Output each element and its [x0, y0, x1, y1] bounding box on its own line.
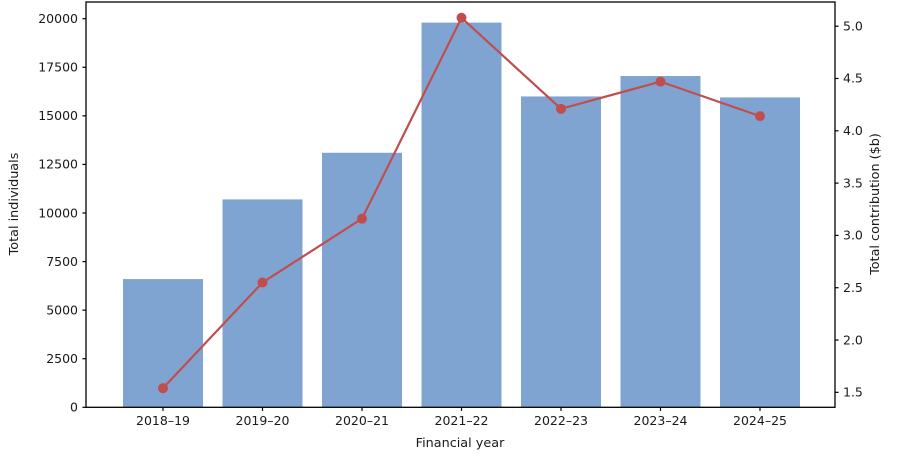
bar-2023–24: [620, 76, 701, 408]
data-point-marker-2020–21: [357, 213, 367, 224]
y-axis-right-tick-label: 5.0: [843, 18, 863, 33]
axes-layer: 0 2500 5000 7500 10000 12500 15000 17500 20000 1.…: [38, 1, 863, 428]
y-axis-left-tick-label: 10000: [38, 205, 78, 220]
y-axis-left-tick-label: 20000: [38, 11, 78, 26]
x-axis-tick-label: 2018–19: [136, 413, 190, 428]
y-axis-left-tick-label: 17500: [38, 60, 78, 75]
y-axis-right-tick-label: 2.0: [843, 332, 863, 347]
bar-2024–25: [720, 97, 800, 408]
y-axis-right-tick-label: 2.5: [843, 280, 863, 295]
bar-2021–22: [421, 22, 502, 408]
bars-layer: [123, 22, 800, 408]
y-axis-left-tick-label: 0: [70, 400, 78, 415]
x-axis-title: Financial year: [416, 436, 505, 451]
data-point-marker-2019–20: [257, 277, 268, 288]
data-point-marker-2023–24: [655, 76, 666, 87]
y-axis-left-title: Total individuals: [7, 152, 22, 256]
data-point-marker-2021–22: [456, 12, 467, 23]
x-axis-tick-label: 2024–25: [733, 413, 787, 428]
line-layer: [158, 12, 765, 394]
bar-2020–21: [322, 152, 402, 408]
y-axis-right-tick-label: 3.0: [843, 228, 863, 243]
y-axis-left-tick-label: 15000: [38, 108, 78, 123]
plot-frame: [85, 1, 836, 408]
bar-2019–20: [222, 199, 303, 408]
y-axis-right-tick-label: 3.5: [843, 175, 863, 190]
y-axis-left-tick-label: 5000: [46, 302, 78, 317]
y-axis-left-tick-label: 2500: [46, 351, 78, 366]
y-axis-left-tick-label: 7500: [46, 254, 78, 269]
y-axis-left-tick-label: 12500: [38, 157, 78, 172]
x-axis-tick-label: 2021–22: [435, 413, 489, 428]
y-axis-right-title: Total contribution ($b): [868, 133, 883, 276]
x-axis-tick-label: 2023–24: [634, 413, 688, 428]
x-axis-tick-label: 2022–23: [534, 413, 588, 428]
bar-2022–23: [521, 96, 601, 408]
y-axis-right-tick-label: 4.0: [843, 123, 863, 138]
data-point-marker-2022–23: [556, 103, 566, 114]
x-axis-tick-label: 2020–21: [335, 413, 389, 428]
data-point-marker-2018–19: [158, 383, 168, 394]
x-axis-tick-label: 2019–20: [236, 413, 290, 428]
y-axis-right-tick-label: 4.5: [843, 71, 863, 86]
data-point-marker-2024–25: [755, 111, 765, 122]
y-axis-right-tick-label: 1.5: [843, 385, 863, 400]
